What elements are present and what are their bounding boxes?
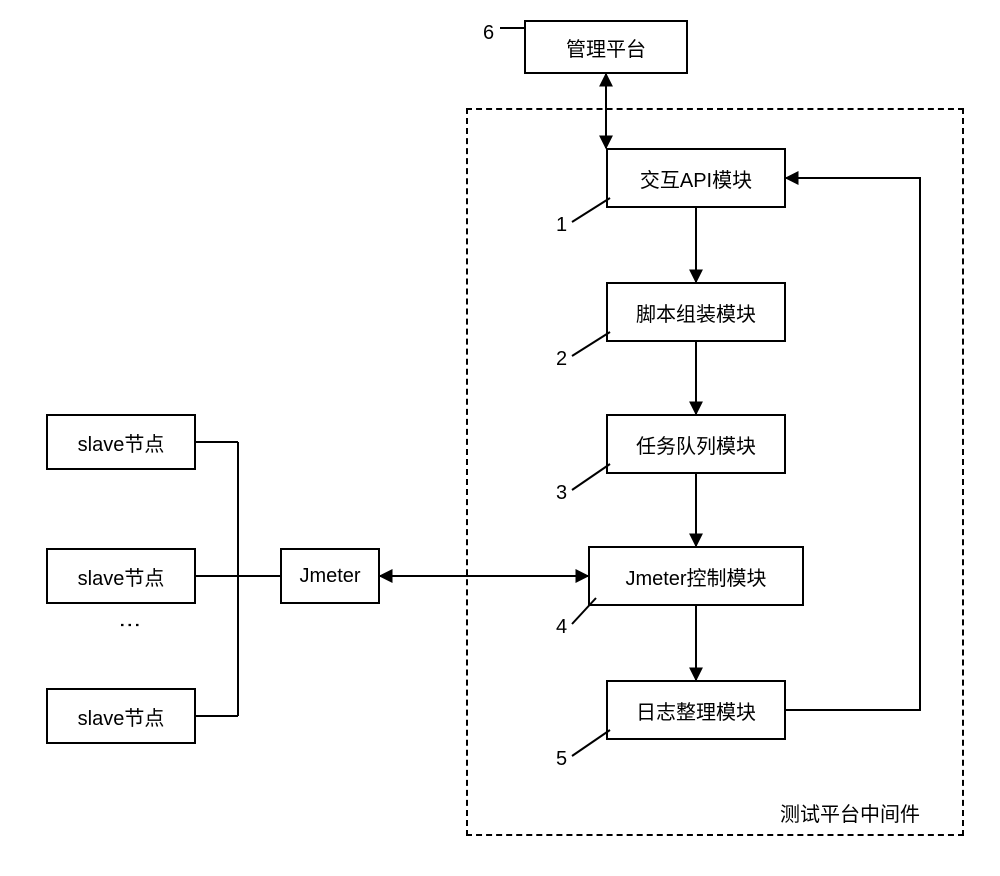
api-label: 交互API模块 — [640, 164, 752, 193]
s3-label: slave节点 — [78, 702, 165, 731]
mgmt-label: 管理平台 — [566, 33, 646, 62]
s2-label: slave节点 — [78, 562, 165, 591]
diagram-canvas: 测试平台中间件 管理平台 交互API模块 脚本组装模块 任务队列模块 Jmete… — [0, 0, 1000, 876]
ref-number-2: 2 — [556, 348, 567, 371]
ctrl-label: Jmeter控制模块 — [625, 562, 766, 591]
slave-node-1-box: slave节点 — [46, 414, 196, 470]
slave-node-2-box: slave节点 — [46, 548, 196, 604]
script-label: 脚本组装模块 — [636, 298, 756, 327]
queue-module-box: 任务队列模块 — [606, 414, 786, 474]
slave-node-3-box: slave节点 — [46, 688, 196, 744]
ref-number-1: 1 — [556, 214, 567, 237]
jmeter-box: Jmeter — [280, 548, 380, 604]
ref-number-4: 4 — [556, 616, 567, 639]
ellipsis-dots: ⋮ — [117, 614, 143, 634]
s1-label: slave节点 — [78, 428, 165, 457]
api-module-box: 交互API模块 — [606, 148, 786, 208]
script-module-box: 脚本组装模块 — [606, 282, 786, 342]
ref-number-6: 6 — [483, 22, 494, 45]
jmeter-label: Jmeter — [299, 565, 360, 588]
log-label: 日志整理模块 — [636, 696, 756, 725]
middleware-label: 测试平台中间件 — [780, 798, 920, 827]
queue-label: 任务队列模块 — [636, 430, 756, 459]
jmeter-ctrl-box: Jmeter控制模块 — [588, 546, 804, 606]
log-module-box: 日志整理模块 — [606, 680, 786, 740]
mgmt-platform-box: 管理平台 — [524, 20, 688, 74]
ref-number-5: 5 — [556, 748, 567, 771]
ref-number-3: 3 — [556, 482, 567, 505]
